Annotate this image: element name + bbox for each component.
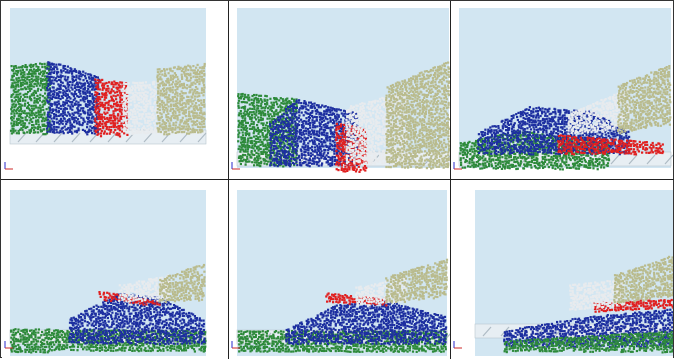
grid-divider-v2 [450, 1, 451, 359]
frame-panel-6 [451, 180, 673, 358]
frame-panel-3 [451, 2, 673, 179]
frame-panel-2 [229, 2, 450, 179]
axis-triad-icon [454, 341, 462, 348]
particle-render-1 [2, 2, 228, 179]
particle-render-3 [451, 2, 673, 179]
grid-divider-h1 [1, 179, 674, 180]
frame-panel-1 [2, 2, 228, 179]
particle-render-2 [229, 2, 450, 179]
grid-divider-v1 [228, 1, 229, 359]
frame-panel-5 [229, 180, 450, 358]
particle-render-4 [2, 180, 228, 358]
particle-render-5 [229, 180, 450, 358]
frame-panel-4 [2, 180, 228, 358]
axis-triad-icon [5, 162, 13, 169]
particle-render-6 [451, 180, 673, 358]
